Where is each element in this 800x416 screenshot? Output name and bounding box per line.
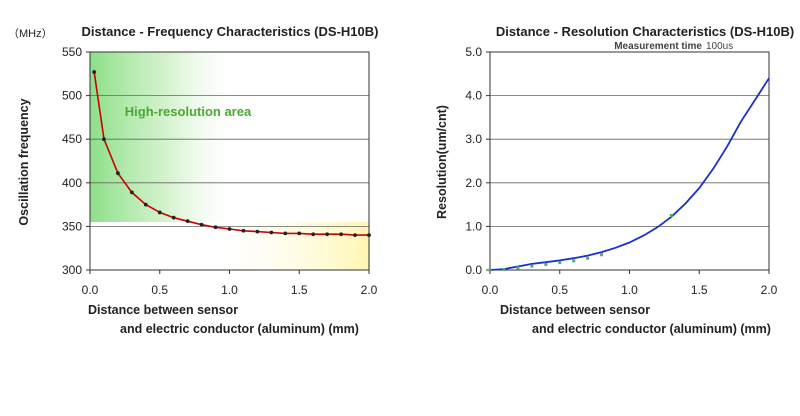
- y-tick-label: 0.0: [465, 263, 482, 277]
- x-tick-label: 0.0: [482, 283, 499, 297]
- resolution-chart: Distance - Resolution Characteristics (D…: [435, 24, 794, 336]
- x-tick-label: 0.5: [551, 283, 568, 297]
- series-marker: [502, 268, 506, 272]
- data-point: [102, 137, 106, 142]
- data-point: [297, 231, 302, 236]
- series-marker: [600, 253, 604, 257]
- data-point: [143, 202, 148, 207]
- y-tick-label: 5.0: [465, 45, 482, 59]
- gridlines: [90, 95, 369, 227]
- x-axis-label-line1: Distance between sensor: [500, 303, 650, 317]
- data-point: [157, 210, 162, 215]
- x-axis-label-line2: and electric conductor (aluminum) (mm): [120, 322, 359, 336]
- data-point: [129, 190, 134, 195]
- y-tick-label: 4.0: [465, 89, 482, 103]
- series-marker: [530, 264, 534, 268]
- data-point: [227, 227, 232, 231]
- data-point: [283, 231, 288, 236]
- x-axis-label-line1: Distance between sensor: [88, 303, 238, 317]
- x-tick-label: 1.0: [621, 283, 638, 297]
- x-tick-label: 1.5: [291, 283, 308, 297]
- y-tick-label: 450: [62, 132, 82, 146]
- data-point: [171, 215, 176, 220]
- y-tick-label: 300: [62, 263, 82, 277]
- y-tick-label: 400: [62, 176, 82, 190]
- data-point: [367, 233, 371, 238]
- data-point: [269, 230, 274, 235]
- series-line: [489, 77, 770, 271]
- y-tick-label: 350: [62, 219, 82, 233]
- data-point: [92, 70, 97, 74]
- y-unit-label: （MHz）: [8, 27, 53, 40]
- y-tick-labels: 300 350 400 450 500 550: [62, 45, 82, 277]
- chart-title: Distance - Resolution Characteristics (D…: [496, 24, 794, 39]
- y-axis-label: Oscillation frequency: [17, 98, 31, 225]
- data-point: [116, 171, 120, 176]
- x-tick-label: 1.5: [691, 283, 708, 297]
- x-tick-label: 2.0: [361, 283, 378, 297]
- data-point: [199, 222, 204, 227]
- plot-frame: [489, 51, 770, 271]
- series-marker: [488, 268, 492, 272]
- data-point: [213, 225, 218, 230]
- series-marker: [558, 261, 562, 265]
- series-marker: [544, 262, 548, 266]
- measurement-time-label: Measurement time: [614, 41, 702, 52]
- y-tick-labels: 0.0 1.0 2.0 3.0 4.0 5.0: [465, 45, 482, 277]
- measurement-time-value: 100us: [706, 41, 733, 52]
- data-point: [185, 219, 190, 224]
- high-resolution-area-label: High-resolution area: [125, 104, 252, 119]
- series-marker: [586, 256, 590, 260]
- y-tick-label: 3.0: [465, 132, 482, 146]
- x-tick-label: 0.5: [151, 283, 168, 297]
- series-marker: [572, 259, 576, 263]
- tick-marks: [86, 51, 370, 274]
- data-point: [339, 232, 343, 237]
- data-point: [255, 229, 260, 234]
- data-point: [325, 232, 330, 237]
- high-resolution-area-shade: [90, 52, 240, 222]
- tick-marks: [486, 51, 770, 274]
- y-tick-label: 550: [62, 45, 82, 59]
- series-marker: [669, 214, 673, 217]
- series-group: [92, 70, 371, 238]
- series-marker: [516, 266, 520, 270]
- x-tick-label: 1.0: [221, 283, 238, 297]
- chart-title: Distance - Frequency Characteristics (DS…: [82, 24, 379, 39]
- y-tick-label: 2.0: [465, 176, 482, 190]
- x-tick-label: 2.0: [761, 283, 778, 297]
- gridlines: [490, 95, 769, 227]
- x-axis-label-line2: and electric conductor (aluminum) (mm): [532, 322, 771, 336]
- data-point: [241, 228, 246, 233]
- x-tick-label: 0.0: [82, 283, 99, 297]
- x-tick-labels: 0.0 0.5 1.0 1.5 2.0: [82, 283, 378, 297]
- data-point: [311, 232, 316, 237]
- y-tick-label: 500: [62, 89, 82, 103]
- frequency-chart: Distance - Frequency Characteristics (DS…: [8, 24, 378, 336]
- y-tick-label: 1.0: [465, 219, 482, 233]
- data-point: [353, 233, 357, 238]
- x-tick-labels: 0.0 0.5 1.0 1.5 2.0: [482, 283, 778, 297]
- y-axis-label: Resolution(um/cnt): [435, 105, 449, 219]
- series-group: [488, 77, 770, 272]
